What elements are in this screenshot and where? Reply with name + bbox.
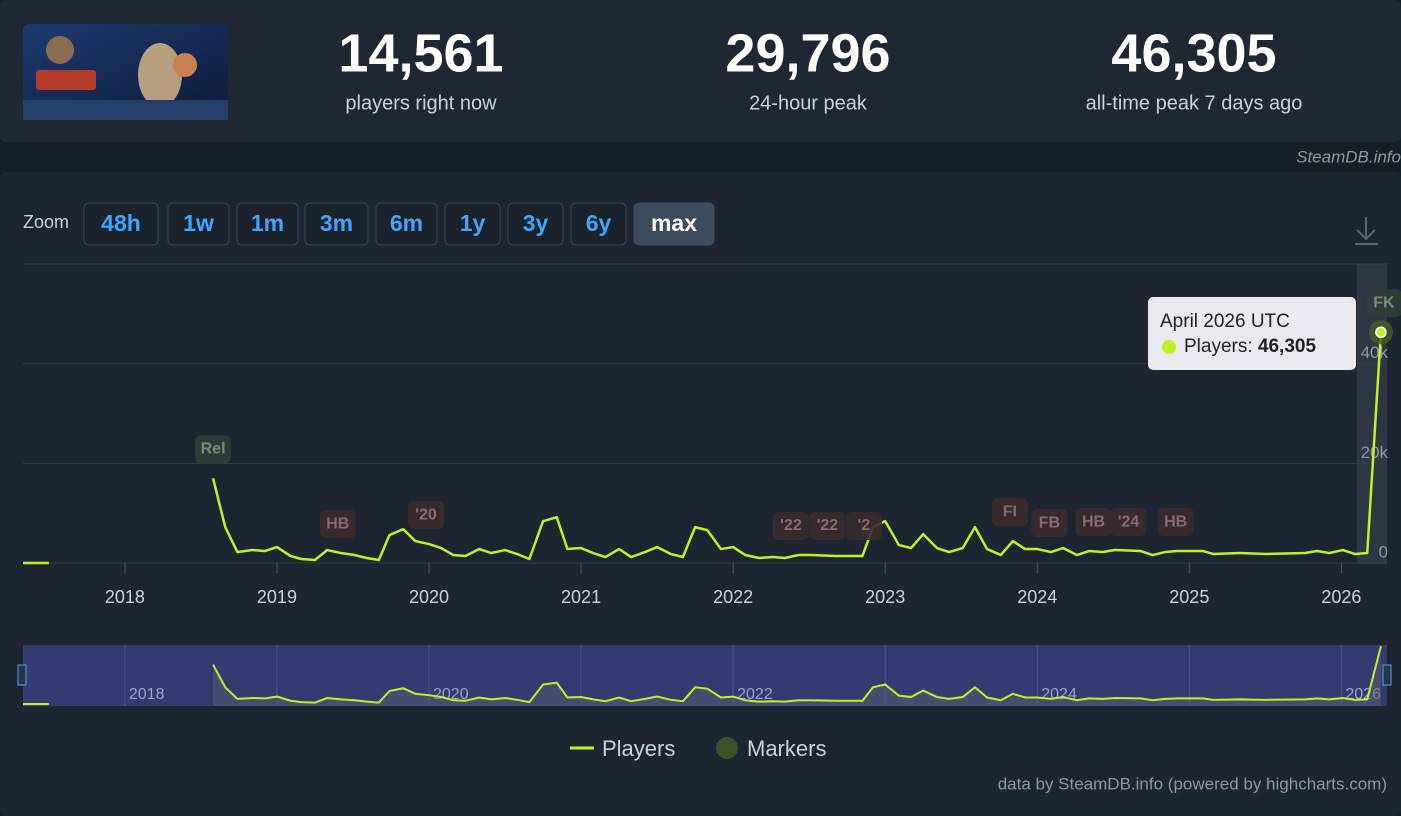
zoom-button-label[interactable]: 1m (251, 210, 284, 236)
navigator-label: 2020 (433, 686, 469, 703)
zoom-button[interactable] (507, 202, 564, 246)
credits: data by SteamDB.info (powered by highcha… (998, 774, 1387, 793)
marker-box[interactable] (991, 498, 1028, 527)
marker-label[interactable]: FB (1039, 514, 1060, 531)
x-tick-label: 2020 (409, 587, 449, 607)
zoom-button-label[interactable]: 6y (586, 210, 612, 236)
marker-box[interactable] (772, 512, 809, 540)
chart-panel (0, 172, 1401, 816)
x-tick-label: 2018 (105, 587, 145, 607)
zoom-button[interactable] (570, 202, 627, 246)
zoom-button[interactable] (444, 202, 501, 246)
zoom-button-label[interactable]: max (651, 210, 697, 236)
legend-label[interactable]: Markers (747, 736, 826, 761)
zoom-button-label[interactable]: 1w (183, 210, 214, 236)
marker-label[interactable]: '2 (858, 517, 871, 534)
stat-value: 29,796 (725, 23, 890, 83)
x-tick-label: 2025 (1169, 587, 1209, 607)
zoom-button-label[interactable]: 1y (460, 210, 486, 236)
navigator-label: 2018 (129, 686, 165, 703)
stat-value: 46,305 (1111, 23, 1276, 83)
x-tick-label: 2023 (865, 587, 905, 607)
players-line (211, 332, 1383, 562)
marker-label[interactable]: '22 (817, 517, 839, 534)
marker-box[interactable] (1031, 509, 1068, 538)
zoom-button[interactable] (633, 202, 715, 246)
tooltip-swatch (1162, 340, 1176, 354)
game-art (23, 24, 228, 120)
marker-box[interactable] (845, 512, 882, 540)
marker-box[interactable] (195, 435, 232, 464)
download-icon (1355, 217, 1378, 245)
marker-label[interactable]: HB (326, 515, 349, 532)
zoom-button[interactable] (304, 202, 369, 246)
y-tick-label: 0 (1379, 542, 1388, 561)
zoom-label: Zoom (23, 212, 69, 232)
marker-label[interactable]: Rel (201, 441, 226, 458)
tooltip-value: 46,305 (1258, 336, 1317, 357)
x-tick-label: 2019 (257, 587, 297, 607)
zoom-button-label[interactable]: 3m (320, 210, 353, 236)
stat-value: 14,561 (338, 23, 503, 83)
marker-label[interactable]: FK (1373, 294, 1395, 311)
zoom-button[interactable] (236, 202, 299, 246)
hover-dot (1375, 326, 1387, 338)
zoom-button[interactable] (83, 202, 159, 246)
marker-box[interactable] (1157, 508, 1194, 537)
x-tick-label: 2024 (1017, 587, 1057, 607)
navigator-label: 2022 (737, 686, 773, 703)
stat-label: players right now (345, 92, 497, 114)
y-tick-label: 40k (1361, 343, 1389, 362)
tooltip-label: Players: 46,305 (1184, 336, 1316, 357)
marker-box[interactable] (809, 512, 846, 540)
brand: SteamDB.info (1296, 147, 1401, 166)
marker-label[interactable]: HB (1164, 513, 1187, 530)
x-tick-label: 2022 (713, 587, 753, 607)
legend-marker (716, 737, 738, 759)
zoom-button-label[interactable]: 6m (390, 210, 423, 236)
header-panel (0, 0, 1401, 142)
marker-label[interactable]: '22 (780, 517, 802, 534)
marker-label[interactable]: '24 (1118, 513, 1140, 530)
marker-box[interactable] (407, 501, 444, 530)
navigator-handles (17, 664, 1392, 686)
tooltip-date: April 2026 UTC (1160, 311, 1290, 332)
stat-label: 24-hour peak (749, 92, 868, 114)
marker-box[interactable] (319, 510, 356, 539)
marker-label[interactable]: '20 (415, 506, 437, 523)
tooltip-series: Players: (1184, 336, 1253, 357)
navigator-line (212, 645, 1382, 704)
marker-box[interactable] (1365, 289, 1401, 318)
tooltip-box (1148, 297, 1356, 370)
zoom-button-label[interactable]: 48h (101, 210, 141, 236)
marker-label[interactable]: FI (1003, 503, 1017, 520)
stat-label: all-time peak 7 days ago (1086, 92, 1303, 114)
marker-box[interactable] (1075, 508, 1112, 537)
marker-label[interactable]: HB (1082, 513, 1105, 530)
zoom-button[interactable] (167, 202, 230, 246)
navigator-mask (23, 645, 1387, 706)
marker-box[interactable] (1110, 508, 1147, 537)
x-tick-label: 2026 (1321, 587, 1361, 607)
zoom-button-label[interactable]: 3y (523, 210, 549, 236)
zoom-button[interactable] (375, 202, 438, 246)
x-tick-label: 2021 (561, 587, 601, 607)
legend-label[interactable]: Players (602, 736, 675, 761)
